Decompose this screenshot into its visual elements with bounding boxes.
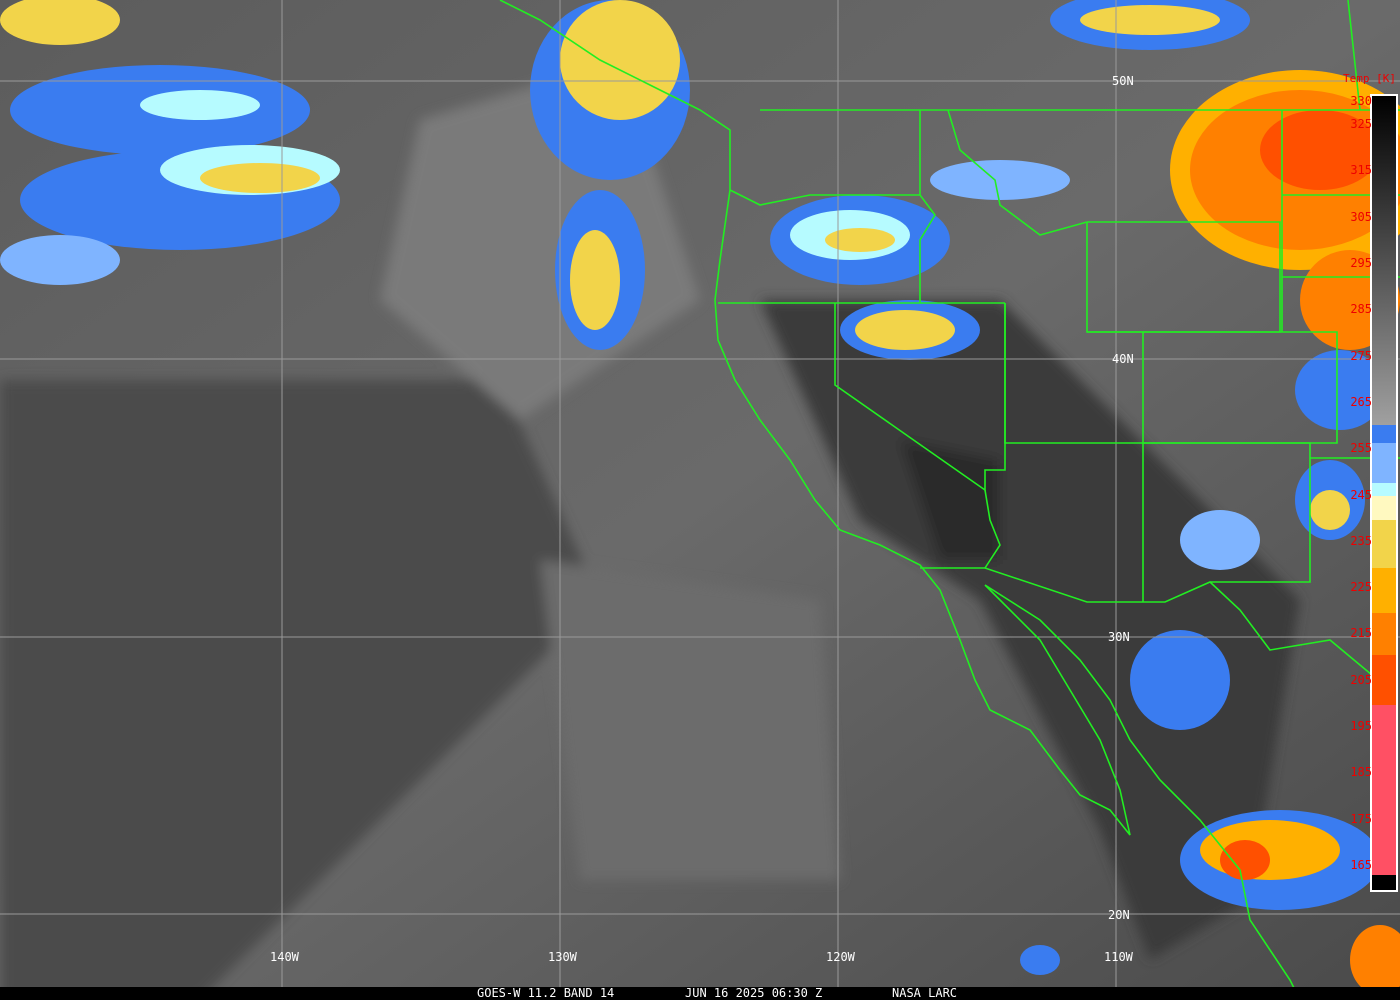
cloud-idaho-oregon	[770, 160, 1070, 360]
colorbar-yellow	[1372, 520, 1396, 568]
us-mexico-border	[920, 567, 1391, 691]
colorbar-tick-label: 285	[1350, 302, 1372, 317]
caption-bar: GOES-W 11.2 BAND 14 JUN 16 2025 06:30 Z …	[0, 987, 1400, 1000]
political-boundaries	[499, 0, 1400, 1000]
ca-az-border	[984, 489, 1001, 569]
lat-label-20n: 20N	[1108, 908, 1130, 922]
lat-label-40n: 40N	[1112, 352, 1134, 366]
colorbar	[1370, 94, 1398, 892]
colorbar-pink	[1372, 705, 1396, 875]
colorbar-tick-label: 185	[1350, 765, 1372, 780]
colorbar-tick-label: 225	[1350, 580, 1372, 595]
colorbar-tick-label: 235	[1350, 533, 1372, 548]
idaho-west-border	[919, 110, 936, 303]
cloud-pacific-nw	[0, 0, 340, 285]
colorbar-red-orange	[1372, 655, 1396, 705]
wa-or-border	[729, 189, 920, 206]
cloud-plains-storm	[1050, 0, 1400, 540]
lon-label-110w: 110W	[1104, 950, 1133, 964]
lon-label-130w: 130W	[548, 950, 577, 964]
lon-label-120w: 120W	[826, 950, 855, 964]
caption-source: NASA LARC	[892, 986, 958, 1000]
cloud-bc-washington	[530, 0, 690, 350]
colorbar-tick-label: 325	[1350, 117, 1372, 132]
colorbar-tick-label: 215	[1350, 626, 1372, 641]
colorbar-tick-label: 195	[1350, 719, 1372, 734]
colorbar-gray-segment	[1372, 96, 1396, 425]
colorbar-tick-label: 265	[1350, 394, 1372, 409]
colorbar-tick-label: 245	[1350, 487, 1372, 502]
colorbar-tick-label: 330	[1350, 94, 1372, 108]
coastline	[499, 0, 1301, 1000]
colorbar-light-blue	[1372, 443, 1396, 483]
colorbar-amber	[1372, 568, 1396, 613]
caption-datetime: JUN 16 2025 06:30 Z	[685, 986, 823, 1000]
colorbar-black	[1372, 875, 1396, 890]
colorbar-title: Temp [K]	[1343, 72, 1396, 85]
caption-satellite: GOES-W 11.2 BAND 14	[477, 986, 615, 1000]
colorbar-tick-label: 165	[1350, 857, 1372, 872]
colorbar-tick-label: 315	[1350, 163, 1372, 178]
colorbar-blue	[1372, 425, 1396, 443]
colorbar-tick-label: 205	[1350, 672, 1372, 687]
colorbar-tick-label: 255	[1350, 441, 1372, 456]
colorbar-tick-label: 275	[1350, 348, 1372, 363]
colorbar-tick-label: 175	[1350, 811, 1372, 826]
colorbar-tick-label: 295	[1350, 256, 1372, 271]
idaho-montana-border	[947, 109, 1088, 236]
colorbar-pale-yellow	[1372, 496, 1396, 520]
lat-label-30n: 30N	[1108, 630, 1130, 644]
new-mexico-border	[1143, 442, 1311, 583]
lon-label-140w: 140W	[270, 950, 299, 964]
colorbar-cyan	[1372, 483, 1396, 496]
lat-label-50n: 50N	[1112, 74, 1134, 88]
colorbar-orange	[1372, 613, 1396, 655]
colorbar-tick-label: 305	[1350, 209, 1372, 224]
